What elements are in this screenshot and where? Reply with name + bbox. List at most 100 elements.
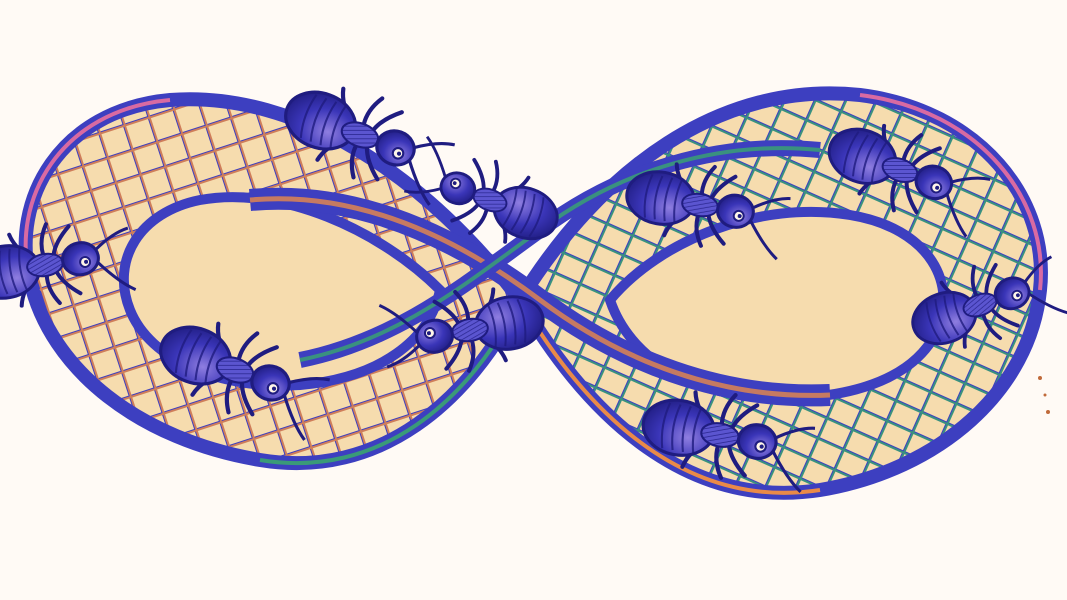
- ant-leg: [981, 312, 1003, 341]
- ant-abdomen-stripe: [8, 248, 19, 293]
- ant-antenna: [96, 260, 137, 292]
- ant-leg: [467, 207, 489, 236]
- ant-thorax: [451, 317, 489, 343]
- ant-figure: [911, 255, 1067, 349]
- ant-antenna: [774, 426, 816, 440]
- ant-figure: [0, 222, 137, 308]
- ant-abdomen-stripe: [519, 193, 536, 234]
- ant-abdomen: [284, 90, 357, 151]
- ant-figure: [159, 321, 331, 441]
- ant-abdomen-stripe: [934, 298, 951, 339]
- ant-leg: [706, 212, 726, 246]
- ant-pupil: [426, 331, 431, 336]
- ant-figure: [641, 390, 816, 493]
- ant-abdomen-stripe: [174, 329, 193, 374]
- ant-leg: [245, 345, 279, 368]
- ant-pupil: [452, 181, 457, 186]
- ant-figure: [625, 162, 791, 261]
- ant-abdomen-stripe: [842, 130, 860, 173]
- ant-abdomen-stripe: [501, 187, 518, 228]
- ant-pupil: [84, 259, 89, 264]
- ant-antenna: [1023, 255, 1053, 284]
- ant-pupil: [271, 386, 277, 391]
- ant-leg: [361, 96, 385, 128]
- ant-abdomen-stripe: [329, 104, 348, 149]
- ant-leg: [890, 177, 899, 213]
- ant-abdomen-stripe: [496, 302, 507, 347]
- ant-abdomen-stripe: [309, 97, 328, 142]
- ant-leg: [444, 337, 464, 371]
- ant-leg: [904, 178, 919, 215]
- ant-leg: [349, 142, 359, 180]
- ant-figure: [403, 135, 559, 244]
- ant-leg: [224, 377, 234, 415]
- ant-antenna: [950, 176, 991, 184]
- ant-leg: [970, 264, 979, 298]
- ant-pupil: [759, 444, 764, 449]
- ant-abdomen-stripe: [673, 179, 684, 223]
- ant-leg: [989, 306, 1020, 328]
- ant-leg: [51, 224, 71, 258]
- ant-abdomen-stripe: [681, 405, 692, 453]
- ant-pupil: [396, 151, 402, 156]
- ant-leg: [726, 442, 747, 478]
- ant-leg: [719, 392, 738, 427]
- ant-thorax: [340, 121, 380, 149]
- ant-abdomen-stripe: [943, 295, 960, 336]
- ant-abdomen-stripe: [0, 250, 9, 295]
- ant-abdomen-stripe: [852, 134, 869, 177]
- ant-abdomen-stripe: [506, 300, 517, 345]
- ant-abdomen-stripe: [510, 190, 527, 231]
- ant-abdomen-stripe: [861, 137, 879, 180]
- ant-thorax: [700, 422, 740, 448]
- ant-leg: [432, 299, 461, 326]
- ant-abdomen-stripe: [486, 304, 497, 348]
- ant-pupil: [1016, 293, 1020, 298]
- ink-marks: [1038, 376, 1050, 414]
- ant-antenna: [378, 303, 419, 335]
- ant-leg: [729, 403, 760, 431]
- ant-abdomen-stripe: [204, 339, 223, 384]
- ant-abdomen-stripe: [184, 332, 203, 377]
- ant-leg: [472, 158, 486, 192]
- ant-pupil: [935, 185, 940, 190]
- ant-leg: [910, 146, 942, 168]
- ant-leg: [453, 289, 471, 323]
- ant-leg: [44, 272, 62, 306]
- ant-antenna: [288, 376, 331, 385]
- ant-abdomen-stripe: [528, 197, 545, 238]
- ant-antenna: [425, 135, 447, 179]
- ant-leg: [39, 222, 48, 258]
- ant-abdomen-stripe: [925, 302, 942, 343]
- ant-abdomen-stripe: [691, 407, 703, 454]
- ant-antenna: [403, 187, 442, 194]
- ant-abdomen-stripe: [18, 247, 29, 291]
- ant-leg: [491, 159, 500, 193]
- ant-abdomen-stripe: [660, 402, 672, 449]
- ant-leg: [450, 201, 481, 223]
- ant-leg: [467, 337, 476, 373]
- ant-figure: [284, 86, 456, 206]
- ant-antenna: [771, 449, 802, 493]
- ant-leg: [699, 164, 717, 198]
- ant-abdomen-stripe: [663, 177, 674, 222]
- ant-antenna: [751, 197, 791, 210]
- ant-leg: [370, 110, 404, 133]
- ant-antenna: [407, 159, 431, 206]
- ant-abdomen-stripe: [643, 173, 654, 218]
- ant-abdomen-stripe: [952, 292, 969, 333]
- ant-leg: [239, 379, 255, 417]
- ant-leg: [364, 144, 380, 182]
- ant-antenna: [413, 141, 456, 150]
- ant-antenna: [945, 192, 968, 238]
- ant-leg: [694, 212, 703, 248]
- ant-leg: [54, 269, 83, 296]
- ant-antenna: [1027, 292, 1067, 315]
- ant-antenna: [386, 343, 421, 369]
- ant-abdomen-stripe: [653, 175, 664, 220]
- ants-group: [0, 86, 1067, 493]
- ant-figure: [827, 123, 991, 238]
- ant-abdomen-stripe: [671, 404, 682, 451]
